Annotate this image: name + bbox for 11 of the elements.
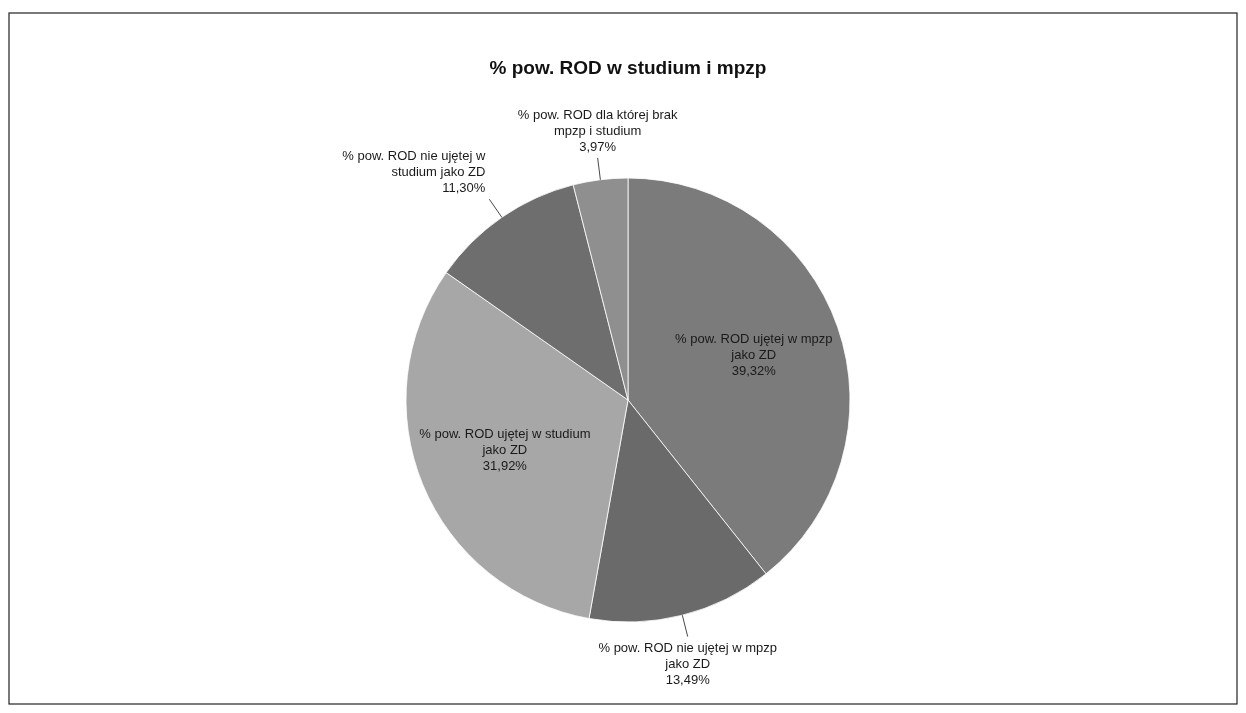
data-label: 31,92% — [482, 458, 528, 474]
slice-label: % pow. ROD nie ujętej w mpzp jako ZD — [598, 640, 777, 672]
slice-label: % pow. ROD ujętej w studium jako ZD — [419, 426, 591, 458]
data-label: 39,32% — [731, 363, 777, 379]
data-label: 13,49% — [665, 672, 711, 688]
data-label: 11,30% — [442, 180, 486, 196]
slice-label: % pow. ROD dla której brak mpzp i studium — [517, 107, 678, 139]
slice-label: % pow. ROD nie ujętej w studium jako ZD — [342, 148, 486, 180]
slice-label: % pow. ROD ujętej w mpzp jako ZD — [675, 331, 833, 363]
data-label: 3,97% — [579, 139, 617, 155]
chart-title: % pow. ROD w studium i mpzp — [489, 57, 767, 78]
